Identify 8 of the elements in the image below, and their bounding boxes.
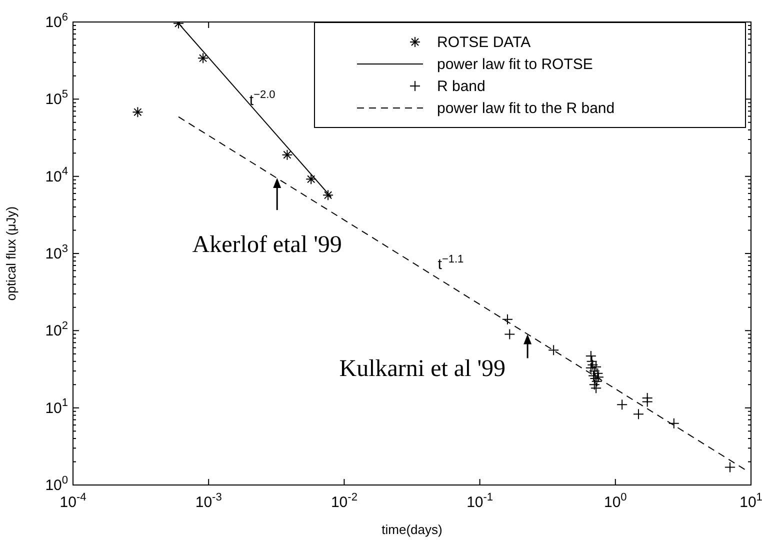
y-axis-title: optical flux (μJy) — [3, 206, 18, 301]
legend-label: power law fit to ROTSE — [437, 56, 593, 72]
legend-label: R band — [437, 78, 486, 94]
legend-label: power law fit to the R band — [437, 100, 615, 116]
legend-label: ROTSE DATA — [437, 34, 531, 50]
x-axis-title: time(days) — [382, 522, 442, 537]
annotation: Akerlof etal '99 — [192, 232, 342, 258]
annotation: Kulkarni et al '99 — [339, 356, 506, 382]
